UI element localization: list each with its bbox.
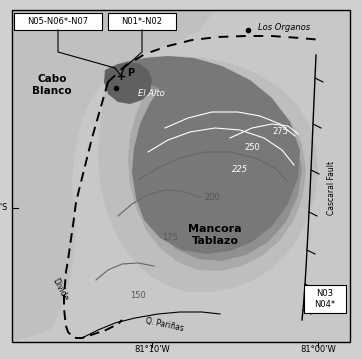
Text: 275: 275 [272,127,288,136]
Text: Cascaral Fault: Cascaral Fault [328,161,337,215]
Text: 4°20'S: 4°20'S [0,204,8,213]
Bar [304,285,346,313]
Text: N01*-N02: N01*-N02 [122,17,163,26]
Text: 150: 150 [130,290,146,299]
Text: N03
N04*: N03 N04* [315,289,336,309]
Polygon shape [108,56,300,254]
Polygon shape [122,70,302,261]
Text: Divide: Divide [50,277,70,303]
Text: Q. Pariñas: Q. Pariñas [145,317,185,334]
Text: 81°10'W: 81°10'W [134,345,170,354]
Text: Mancora
Tablazo: Mancora Tablazo [188,224,242,246]
Text: 81°00'W: 81°00'W [300,345,336,354]
Text: El Alto: El Alto [138,89,165,98]
Polygon shape [104,62,152,104]
Polygon shape [98,56,318,292]
Text: P: P [127,68,134,78]
Bar [14,13,102,30]
Text: 200: 200 [204,194,220,202]
Polygon shape [115,64,306,271]
Text: 250: 250 [244,144,260,153]
Bar [108,13,176,30]
Text: Los Organos: Los Organos [258,23,310,33]
Text: 225: 225 [232,165,248,174]
Text: Cabo
Blanco: Cabo Blanco [32,74,72,96]
Text: 175: 175 [162,233,178,242]
Text: N05-N06*-N07: N05-N06*-N07 [28,17,89,26]
Polygon shape [12,10,215,342]
